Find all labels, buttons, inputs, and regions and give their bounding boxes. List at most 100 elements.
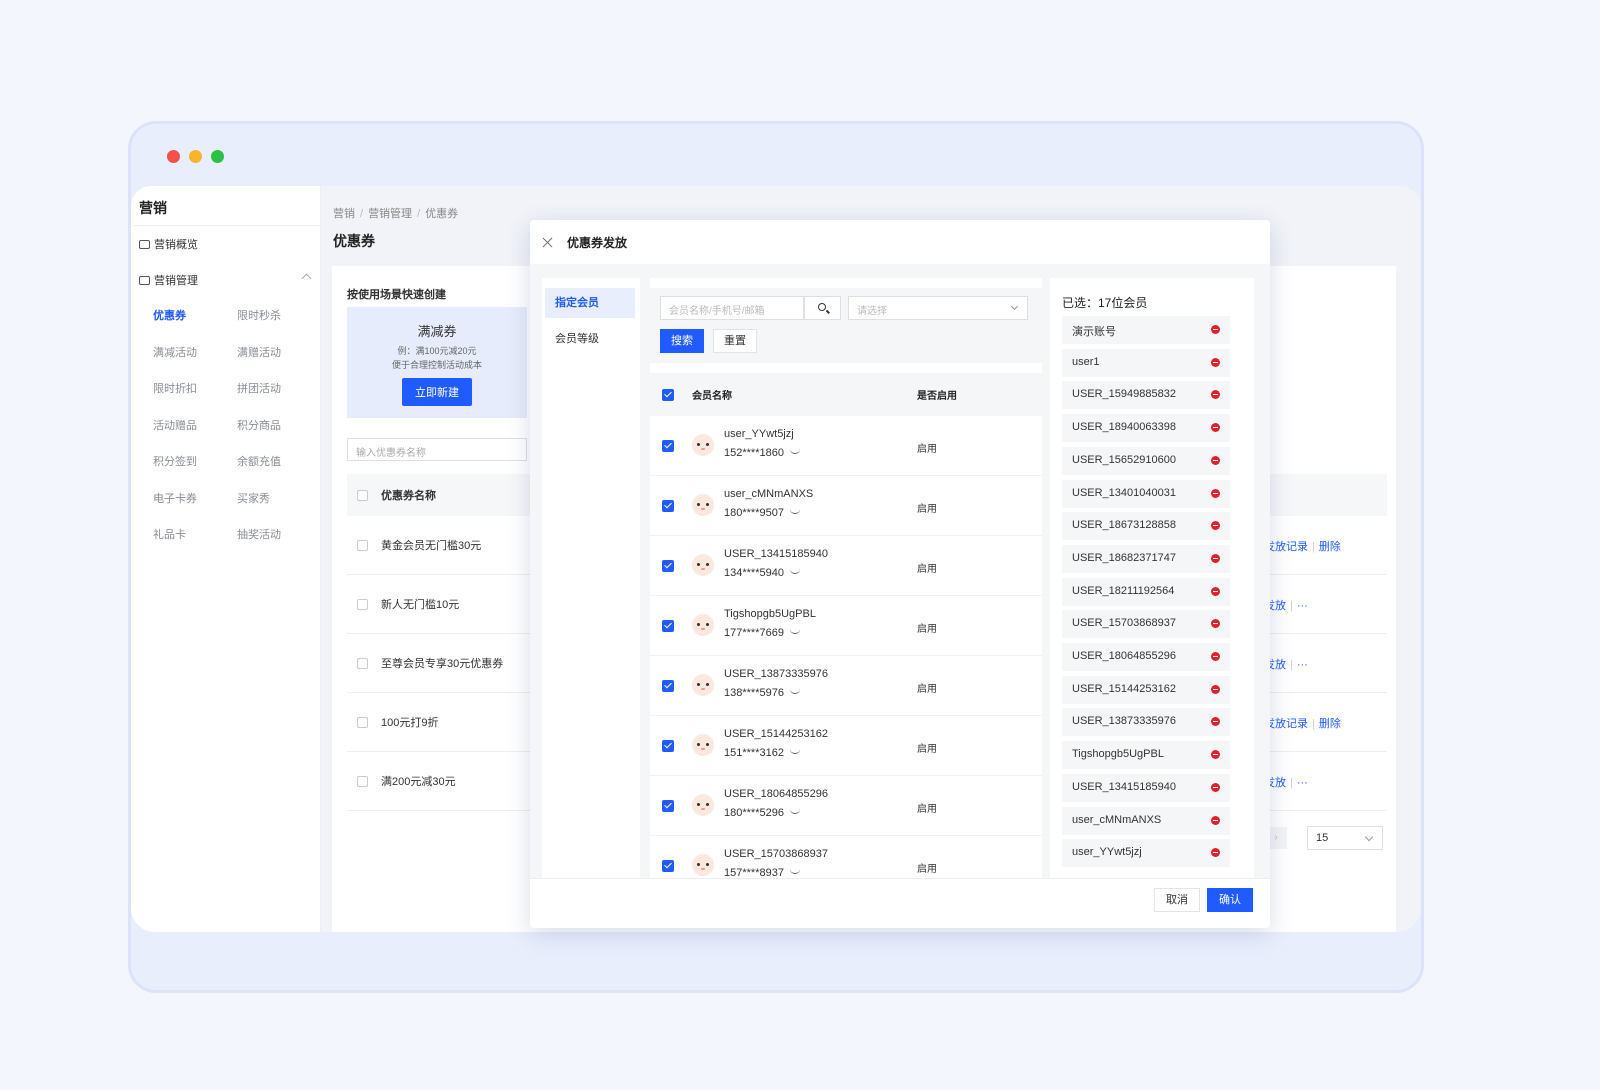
avatar bbox=[692, 854, 714, 876]
next-page-icon[interactable]: › bbox=[1265, 827, 1287, 849]
remove-icon[interactable] bbox=[1211, 652, 1220, 661]
phone-text: 151****3162 bbox=[724, 747, 784, 759]
remove-icon[interactable] bbox=[1211, 357, 1220, 367]
eye-closed-icon[interactable] bbox=[789, 869, 800, 874]
phone-text: 177****7669 bbox=[724, 627, 784, 639]
issue-record-link[interactable]: 发放记录 bbox=[1264, 718, 1308, 730]
remove-icon[interactable] bbox=[1211, 815, 1220, 825]
eye-closed-icon[interactable] bbox=[789, 629, 800, 634]
member-list-panel: 会员名称/手机号/邮箱 请选择 搜索 重置 会员名称 是否启用 user_YYw… bbox=[650, 278, 1042, 878]
remove-icon[interactable] bbox=[1211, 684, 1220, 694]
avatar bbox=[692, 554, 714, 576]
submenu-item[interactable]: 抽奖活动 bbox=[237, 529, 281, 541]
reset-button[interactable]: 重置 bbox=[713, 329, 757, 353]
member-checkbox[interactable] bbox=[662, 740, 674, 752]
page-title: 优惠券 bbox=[333, 233, 375, 249]
member-status: 启用 bbox=[917, 504, 937, 515]
member-checkbox[interactable] bbox=[662, 440, 674, 452]
tab-specified-members[interactable]: 指定会员 bbox=[545, 288, 635, 318]
more-link[interactable]: ··· bbox=[1296, 600, 1308, 612]
eye-closed-icon[interactable] bbox=[789, 809, 800, 814]
submenu-item[interactable]: 满赠活动 bbox=[237, 346, 281, 359]
submenu-item[interactable]: 满减活动 bbox=[153, 346, 197, 359]
sidebar-item-marketing-manage[interactable]: 营销管理 bbox=[131, 262, 320, 298]
remove-icon[interactable] bbox=[1211, 782, 1220, 792]
remove-icon[interactable] bbox=[1211, 521, 1220, 531]
member-checkbox[interactable] bbox=[662, 680, 674, 692]
submenu-item[interactable]: 积分签到 bbox=[153, 456, 197, 468]
row-checkbox[interactable] bbox=[357, 598, 368, 610]
breadcrumb-item[interactable]: 营销管理 bbox=[368, 208, 413, 220]
close-window-dot[interactable] bbox=[167, 150, 180, 163]
member-filter-select[interactable]: 请选择 bbox=[848, 296, 1028, 320]
phone-text: 152****1860 bbox=[724, 447, 784, 459]
breadcrumb-item[interactable]: 营销 bbox=[333, 208, 355, 220]
submenu-item[interactable]: 限时折扣 bbox=[153, 383, 197, 395]
member-checkbox[interactable] bbox=[662, 560, 674, 572]
submenu-item[interactable]: 余额充值 bbox=[237, 456, 281, 468]
eye-closed-icon[interactable] bbox=[789, 449, 800, 454]
member-checkbox[interactable] bbox=[662, 500, 674, 512]
issue-record-link[interactable]: 发放记录 bbox=[1264, 541, 1308, 553]
remove-icon[interactable] bbox=[1211, 488, 1220, 498]
submenu-item[interactable]: 限时秒杀 bbox=[237, 310, 281, 322]
selected-member-chip: USER_13873335976 bbox=[1062, 708, 1230, 737]
row-checkbox[interactable] bbox=[357, 775, 368, 787]
page-size-select[interactable]: 15 bbox=[1307, 826, 1383, 850]
delete-link[interactable]: 删除 bbox=[1318, 718, 1341, 730]
member-phone: 134****5940 bbox=[724, 567, 800, 579]
close-icon[interactable] bbox=[542, 237, 553, 248]
select-all-members-checkbox[interactable] bbox=[662, 388, 674, 401]
member-checkbox[interactable] bbox=[662, 800, 674, 812]
eye-closed-icon[interactable] bbox=[789, 569, 800, 574]
remove-icon[interactable] bbox=[1211, 325, 1220, 334]
member-status: 启用 bbox=[917, 864, 937, 875]
submenu-item[interactable]: 活动赠品 bbox=[153, 419, 197, 432]
remove-icon[interactable] bbox=[1211, 423, 1220, 433]
remove-icon[interactable] bbox=[1211, 390, 1220, 400]
member-name: USER_13873335976 bbox=[724, 668, 828, 680]
submenu-item-coupon[interactable]: 优惠券 bbox=[153, 310, 186, 322]
more-link[interactable]: ··· bbox=[1296, 777, 1308, 789]
divider: | bbox=[1312, 541, 1315, 553]
minimize-window-dot[interactable] bbox=[189, 150, 202, 163]
submenu-item[interactable]: 电子卡券 bbox=[153, 492, 197, 505]
search-icon-button[interactable] bbox=[804, 296, 841, 320]
submenu-item[interactable]: 拼团活动 bbox=[237, 383, 281, 395]
remove-icon[interactable] bbox=[1211, 619, 1220, 629]
remove-icon[interactable] bbox=[1211, 717, 1220, 727]
delete-link[interactable]: 删除 bbox=[1318, 541, 1341, 553]
submenu-item[interactable]: 积分商品 bbox=[237, 419, 281, 432]
remove-icon[interactable] bbox=[1211, 455, 1220, 465]
submenu-item[interactable]: 礼品卡 bbox=[153, 529, 186, 541]
eye-closed-icon[interactable] bbox=[789, 689, 800, 694]
remove-icon[interactable] bbox=[1211, 750, 1220, 760]
row-checkbox[interactable] bbox=[357, 716, 368, 728]
selected-count: 已选：17位会员 bbox=[1062, 296, 1148, 310]
member-checkbox[interactable] bbox=[662, 860, 674, 872]
remove-icon[interactable] bbox=[1211, 586, 1220, 596]
avatar bbox=[692, 794, 714, 816]
member-checkbox[interactable] bbox=[662, 620, 674, 632]
eye-closed-icon[interactable] bbox=[789, 509, 800, 514]
create-now-button[interactable]: 立即新建 bbox=[402, 378, 472, 406]
row-checkbox[interactable] bbox=[357, 539, 368, 551]
coupon-search-input[interactable]: 输入优惠券名称 bbox=[347, 438, 527, 461]
divider: | bbox=[1290, 600, 1293, 612]
row-actions: 发放 | ··· bbox=[1264, 597, 1308, 613]
divider: | bbox=[1290, 777, 1293, 789]
eye-closed-icon[interactable] bbox=[789, 749, 800, 754]
remove-icon[interactable] bbox=[1211, 553, 1220, 563]
submenu-item[interactable]: 买家秀 bbox=[237, 492, 270, 505]
row-checkbox[interactable] bbox=[357, 657, 368, 669]
maximize-window-dot[interactable] bbox=[211, 150, 224, 163]
confirm-button[interactable]: 确认 bbox=[1207, 888, 1253, 912]
cancel-button[interactable]: 取消 bbox=[1154, 888, 1200, 912]
member-search-input[interactable]: 会员名称/手机号/邮箱 bbox=[660, 296, 804, 320]
remove-icon[interactable] bbox=[1211, 848, 1220, 858]
sidebar-item-overview[interactable]: 营销概览 bbox=[131, 226, 320, 262]
search-button[interactable]: 搜索 bbox=[660, 329, 704, 353]
select-all-checkbox[interactable] bbox=[357, 489, 368, 501]
more-link[interactable]: ··· bbox=[1296, 659, 1308, 671]
tab-member-level[interactable]: 会员等级 bbox=[555, 333, 599, 345]
